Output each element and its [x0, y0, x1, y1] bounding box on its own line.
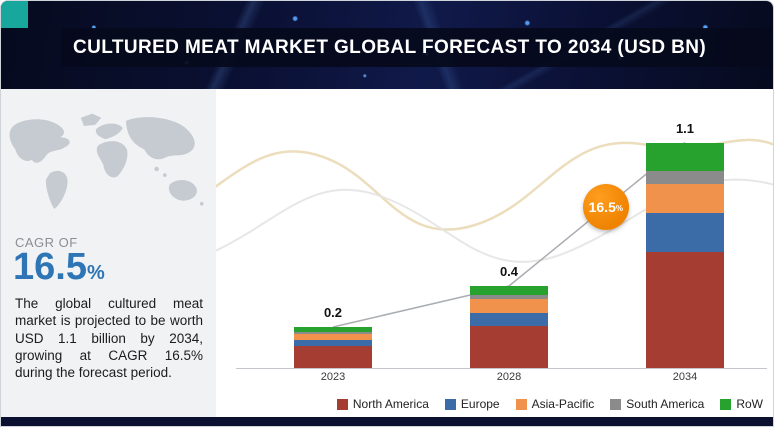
bar-segment-2023-row: [294, 327, 372, 333]
bar-segment-2028-north-america: [470, 325, 548, 368]
cagr-badge: 16.5%: [582, 184, 629, 231]
legend-swatch: [444, 398, 456, 410]
legend-swatch: [515, 398, 527, 410]
bar-segment-2023-europe: [294, 340, 372, 347]
bar-segment-2034-south-america: [646, 171, 724, 184]
bar-segment-2034-europe: [646, 213, 724, 253]
cagr-value: 16.5%: [13, 246, 105, 289]
legend-item-europe: Europe: [444, 397, 500, 411]
legend-label: Europe: [460, 397, 500, 411]
bar-total-label-2023: 0.2: [323, 305, 343, 320]
cagr-number: 16.5: [13, 246, 87, 288]
stacked-bar-chart: 0.2 0.4 1.1: [216, 89, 773, 369]
legend-swatch: [720, 398, 732, 410]
legend-swatch: [336, 398, 348, 410]
cagr-percent-sign: %: [86, 262, 105, 284]
bar-segment-2023-north-america: [294, 346, 372, 368]
bar-total-label-2034: 1.1: [675, 120, 695, 136]
chart-legend: North America Europe Asia-Pacific South Ame…: [216, 393, 763, 415]
bottom-accent-bar: [1, 417, 773, 426]
bar-segment-2028-south-america: [470, 295, 548, 300]
bar-segment-2034-north-america: [646, 252, 724, 368]
page-title: CULTURED MEAT MARKET GLOBAL FORECAST TO …: [73, 36, 707, 58]
bar-segment-2023-south-america: [294, 332, 372, 335]
accent-square: [1, 1, 28, 28]
legend-label: Asia-Pacific: [531, 397, 595, 411]
bar-segment-2034-row: [646, 142, 724, 172]
legend-label: North America: [352, 397, 429, 411]
legend-swatch: [610, 398, 622, 410]
sidebar: CAGR OF 16.5% The global cultured meat m…: [1, 89, 216, 417]
x-axis-label-2023: 2023: [320, 371, 346, 383]
bar-segment-2028-row: [470, 286, 548, 296]
bar-segment-2034-asia-pacific: [646, 183, 724, 214]
world-map: [9, 113, 204, 209]
legend-label: South America: [626, 397, 705, 411]
cagr-badge-percent: %: [615, 204, 623, 214]
x-axis-labels: 2023 2028 2034: [216, 371, 773, 387]
x-axis-label-2028: 2028: [496, 371, 522, 383]
legend-item-south-america: South America: [610, 397, 704, 411]
x-axis-line: [236, 368, 767, 369]
bar-segment-2028-asia-pacific: [470, 299, 548, 313]
cagr-badge-value: 16.5: [588, 199, 616, 216]
bar-total-label-2028: 0.4: [499, 264, 519, 279]
legend-item-asia-pacific: Asia-Pacific: [515, 397, 595, 411]
legend-label: RoW: [736, 397, 763, 411]
market-summary-text: The global cultured meat market is proje…: [15, 296, 203, 381]
legend-item-north-america: North America: [336, 397, 429, 411]
x-axis-label-2034: 2034: [672, 371, 698, 383]
bar-segment-2028-europe: [470, 312, 548, 326]
bar-segment-2023-asia-pacific: [294, 334, 372, 341]
legend-item-row: RoW: [720, 397, 763, 411]
title-bar: CULTURED MEAT MARKET GLOBAL FORECAST TO …: [61, 28, 773, 67]
